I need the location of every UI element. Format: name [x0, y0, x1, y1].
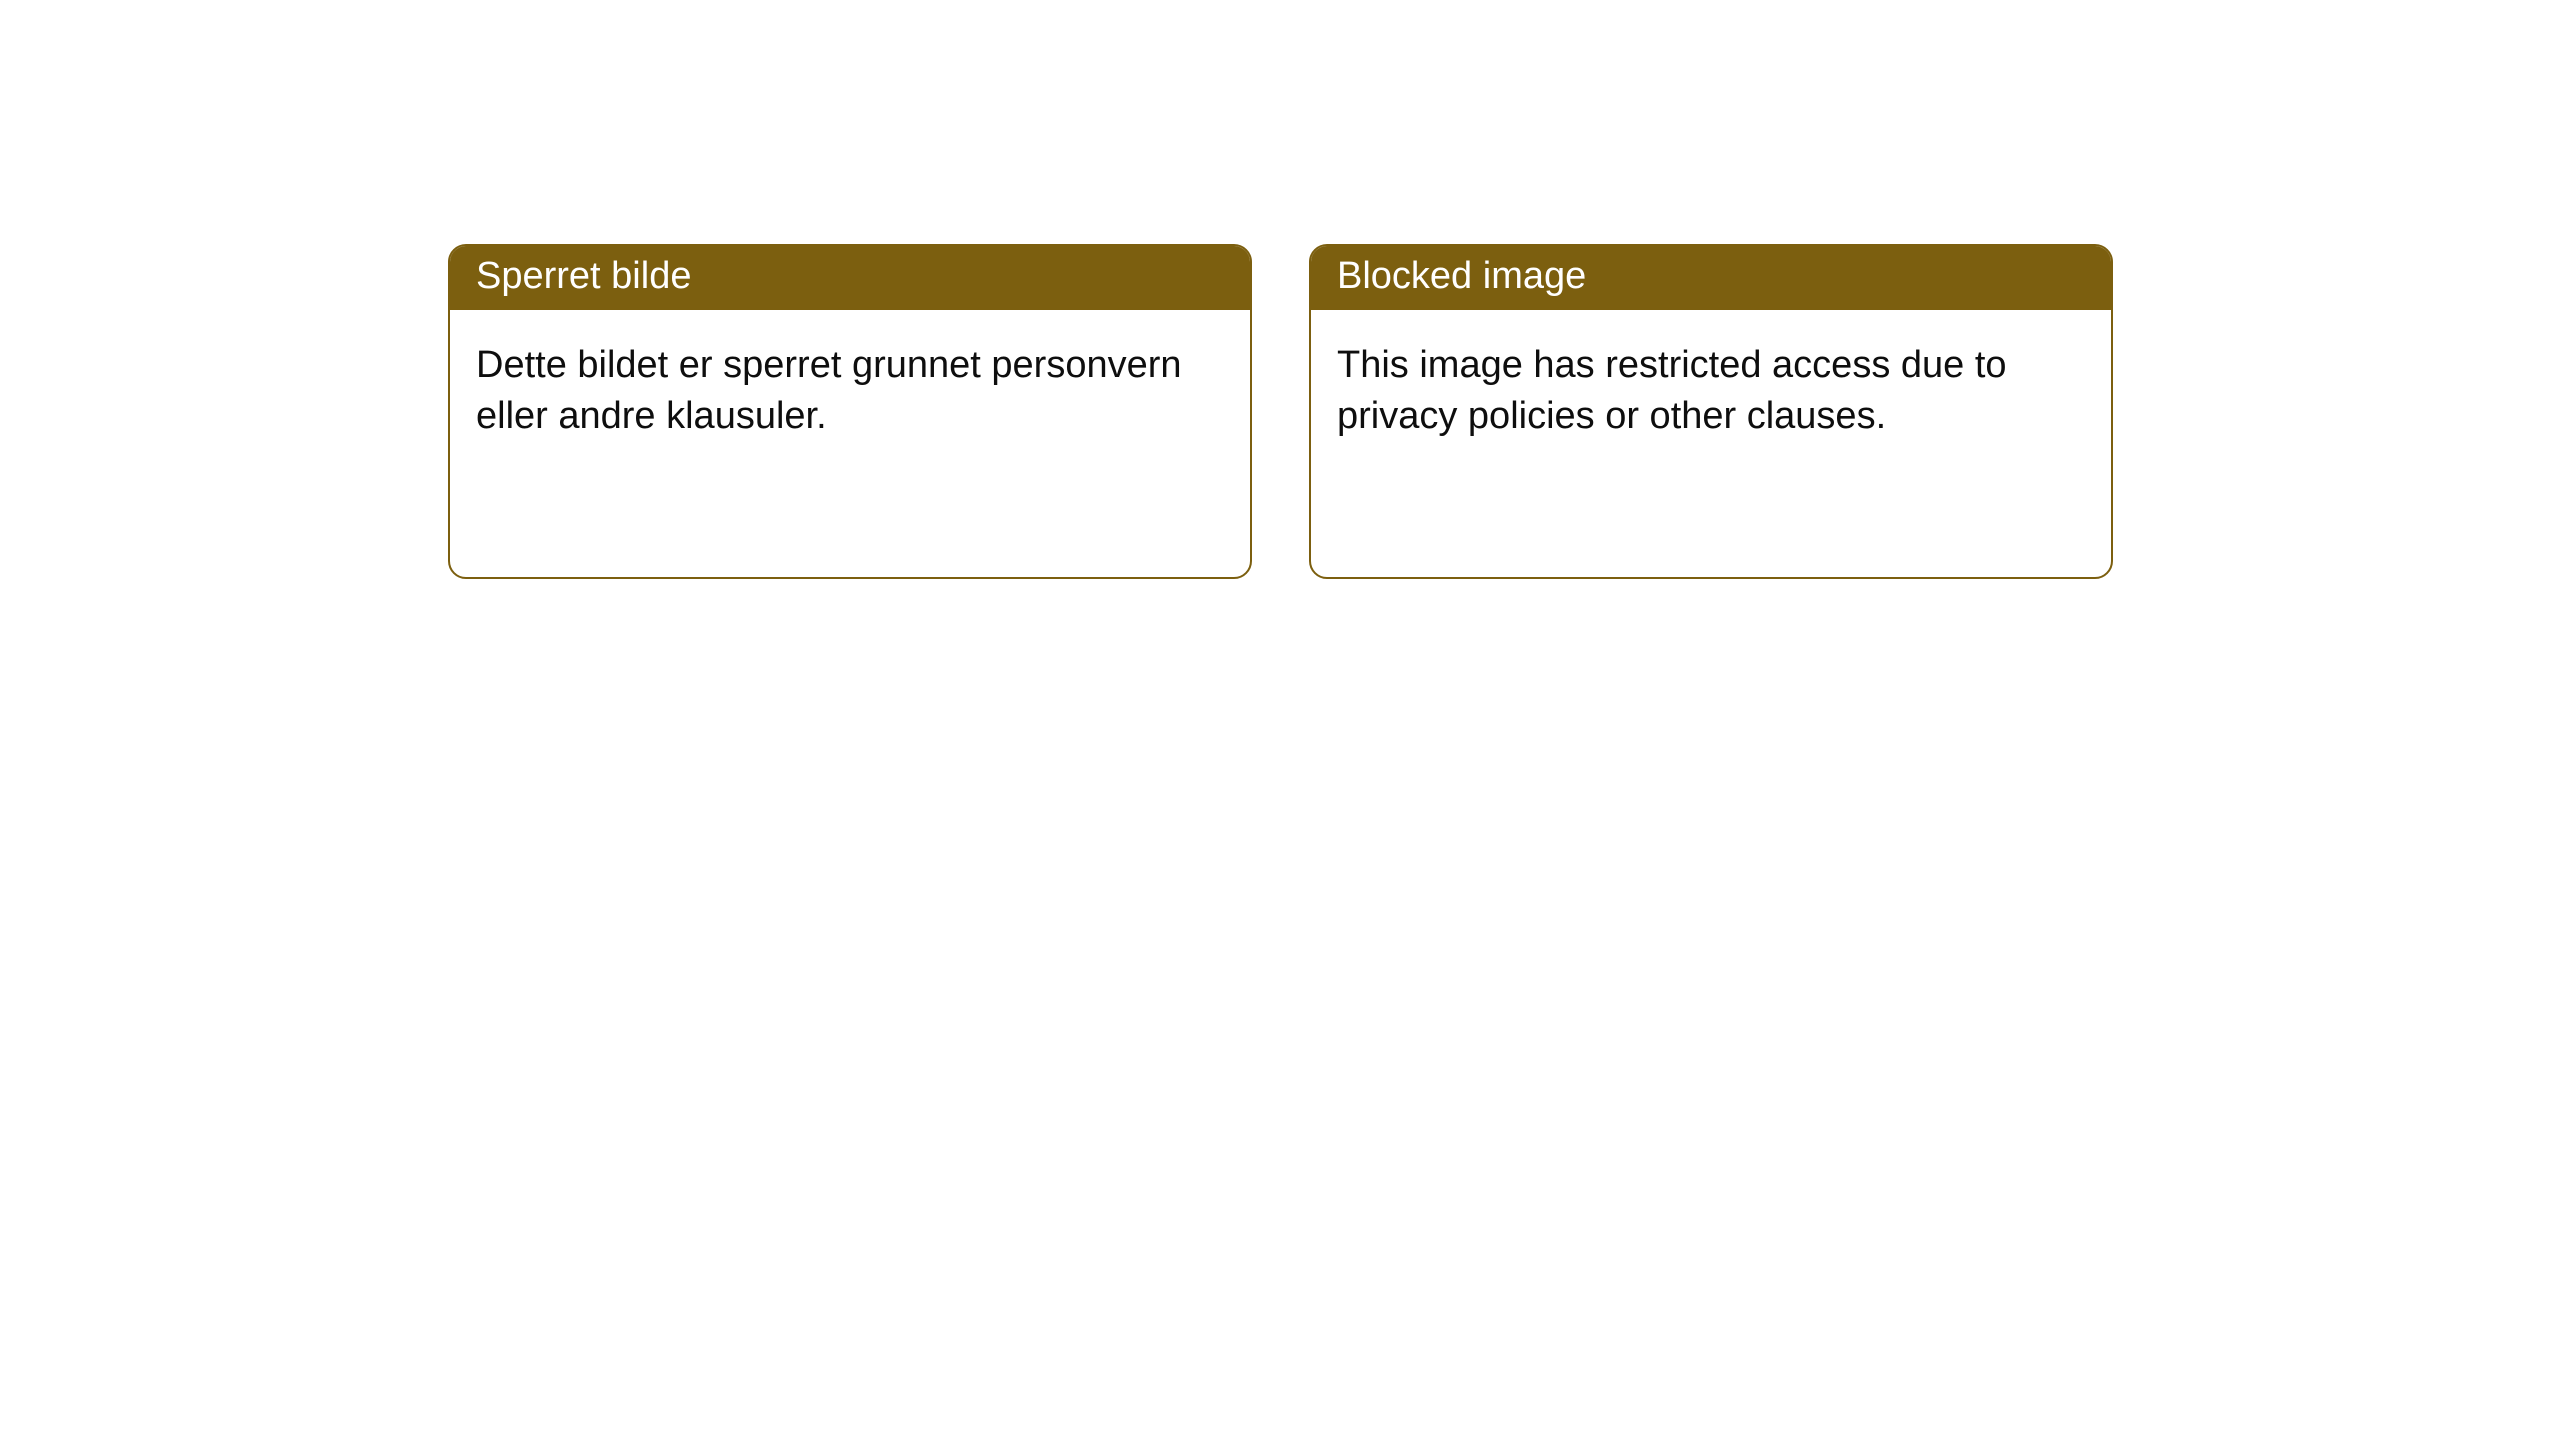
notice-header-en: Blocked image: [1311, 246, 2111, 310]
notice-card-nb: Sperret bilde Dette bildet er sperret gr…: [448, 244, 1252, 579]
notice-container: Sperret bilde Dette bildet er sperret gr…: [0, 0, 2560, 579]
notice-body-en: This image has restricted access due to …: [1311, 310, 2111, 473]
notice-header-nb: Sperret bilde: [450, 246, 1250, 310]
notice-card-en: Blocked image This image has restricted …: [1309, 244, 2113, 579]
notice-body-nb: Dette bildet er sperret grunnet personve…: [450, 310, 1250, 473]
